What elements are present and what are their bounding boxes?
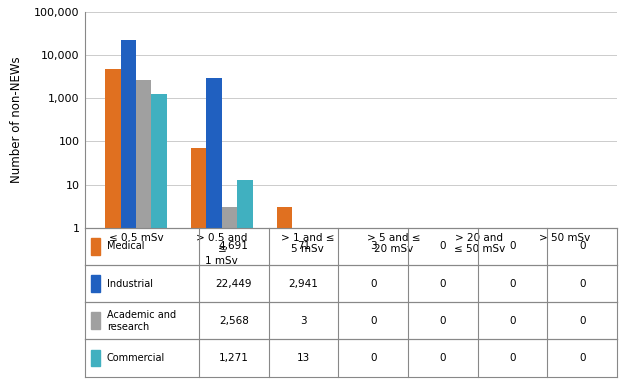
Text: Medical: Medical — [107, 241, 145, 251]
Text: 3: 3 — [370, 241, 376, 251]
Text: 3: 3 — [300, 316, 307, 326]
Text: 0: 0 — [510, 316, 516, 326]
Text: 0: 0 — [579, 279, 585, 289]
Bar — [191, 148, 207, 386]
Text: Commercial: Commercial — [107, 353, 165, 363]
Bar — [136, 80, 151, 386]
Text: 0: 0 — [370, 279, 376, 289]
Text: 0: 0 — [370, 353, 376, 363]
Text: Academic and
research: Academic and research — [107, 310, 176, 332]
Text: 4,691: 4,691 — [219, 241, 249, 251]
Text: 0: 0 — [579, 241, 585, 251]
Text: 0: 0 — [439, 353, 446, 363]
Bar — [151, 93, 167, 386]
Text: Industrial: Industrial — [107, 279, 153, 289]
Bar — [91, 350, 100, 366]
Text: 0: 0 — [439, 279, 446, 289]
Text: 0: 0 — [439, 241, 446, 251]
Text: 0: 0 — [579, 316, 585, 326]
Text: 22,449: 22,449 — [215, 279, 252, 289]
Text: 0: 0 — [510, 353, 516, 363]
Bar — [91, 312, 100, 329]
Text: 0: 0 — [510, 241, 516, 251]
Y-axis label: Number of non-NEWs: Number of non-NEWs — [10, 56, 23, 183]
Bar — [121, 40, 136, 386]
Text: 1,271: 1,271 — [219, 353, 249, 363]
Text: 0: 0 — [510, 279, 516, 289]
Text: 0: 0 — [579, 353, 585, 363]
Bar — [105, 69, 121, 386]
Text: 13: 13 — [297, 353, 310, 363]
Bar — [91, 275, 100, 292]
Bar — [222, 207, 237, 386]
Bar — [91, 238, 100, 255]
Bar — [237, 179, 253, 386]
Text: 0: 0 — [370, 316, 376, 326]
Text: 2,941: 2,941 — [289, 279, 319, 289]
Text: 71: 71 — [297, 241, 310, 251]
Text: 2,568: 2,568 — [219, 316, 249, 326]
Bar — [207, 78, 222, 386]
Text: 0: 0 — [439, 316, 446, 326]
Bar — [277, 207, 292, 386]
